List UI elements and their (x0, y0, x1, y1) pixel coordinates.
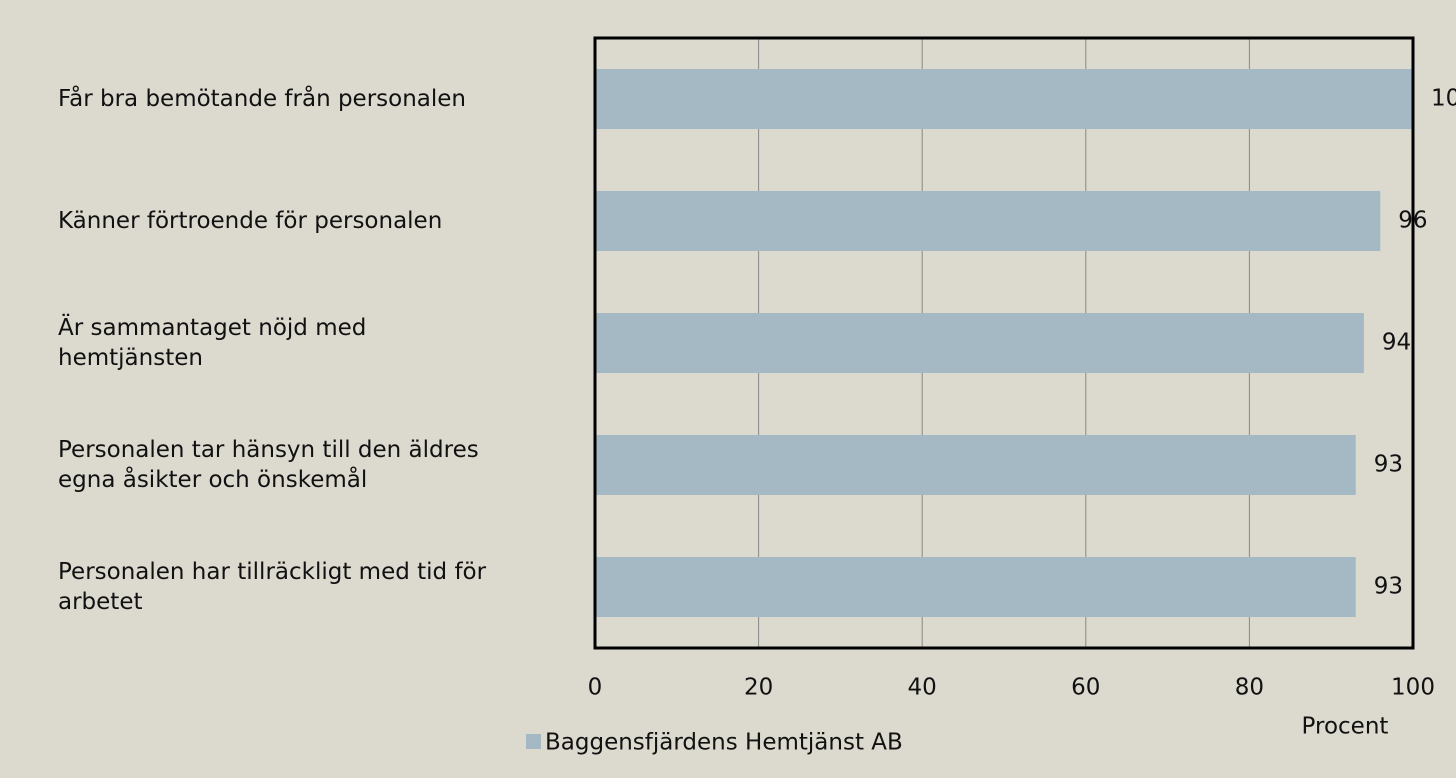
x-tick-label: 60 (1071, 675, 1100, 701)
y-tick-label: Personalen tar hänsyn till den äldres eg… (58, 437, 479, 493)
y-tick-label: Får bra bemötande från personalen (58, 86, 467, 112)
y-tick-label: Personalen har tillräckligt med tid för … (58, 559, 487, 615)
x-axis-label: Procent (1302, 714, 1389, 740)
x-tick-label: 20 (744, 675, 773, 701)
value-label: 93 (1374, 452, 1403, 478)
value-label: 94 (1382, 330, 1411, 356)
plot-border (593, 36, 1415, 650)
bar (595, 191, 1381, 251)
legend-swatch (526, 734, 541, 749)
bar (595, 435, 1356, 495)
bar (595, 69, 1413, 129)
y-tick-label: Känner förtroende för personalen (58, 208, 443, 234)
y-tick-label: Är sammantaget nöjd med hemtjänsten (58, 315, 367, 371)
bar (595, 313, 1364, 373)
bar (595, 557, 1356, 617)
x-tick-label: 80 (1235, 675, 1264, 701)
x-tick-label: 0 (588, 675, 603, 701)
x-tick-label: 100 (1391, 675, 1435, 701)
value-label: 100 (1431, 86, 1456, 112)
value-label: 93 (1374, 574, 1403, 600)
legend-label: Baggensfjärdens Hemtjänst AB (545, 730, 903, 756)
x-tick-label: 40 (908, 675, 937, 701)
